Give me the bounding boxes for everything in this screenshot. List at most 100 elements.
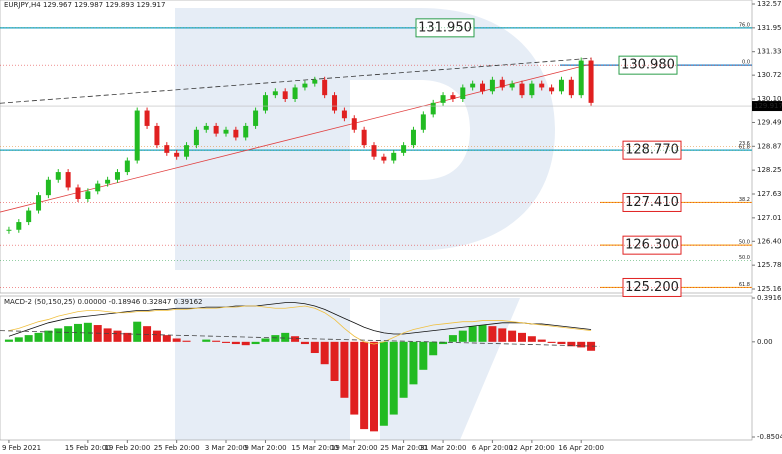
candle — [45, 179, 51, 196]
candle — [450, 95, 456, 99]
level-label: 126.300 — [625, 238, 679, 253]
macd-bar — [498, 328, 507, 342]
candle — [410, 129, 416, 146]
candle — [105, 179, 111, 184]
macd-bar — [488, 326, 497, 342]
y-tick-label: 130.100 — [757, 95, 782, 103]
y-tick-label: 126.400 — [757, 237, 782, 245]
candle — [519, 83, 525, 96]
macd-bar — [468, 326, 477, 342]
candle — [65, 172, 71, 188]
candle — [361, 129, 367, 146]
macd-header: MACD-2 (50,150,25) 0.00000 -0.18946 0.32… — [4, 298, 203, 306]
candle — [588, 60, 594, 103]
macd-bar — [527, 336, 536, 342]
candle — [578, 60, 584, 96]
macd-bar — [518, 332, 526, 342]
candle — [55, 172, 61, 180]
candle — [233, 129, 239, 138]
macd-bar — [389, 341, 398, 415]
candle — [134, 110, 140, 161]
macd-bar — [24, 335, 33, 342]
macd-bar — [320, 341, 329, 365]
macd-bar — [399, 341, 408, 398]
macd-bar — [439, 341, 448, 345]
candle — [341, 110, 347, 119]
candle — [124, 160, 130, 173]
macd-bar — [54, 328, 63, 342]
x-tick-label: 15 Mar 20:00 — [291, 444, 338, 452]
macd-bar — [44, 330, 53, 342]
candle — [371, 145, 377, 157]
candle — [440, 95, 446, 103]
candle — [351, 118, 357, 130]
current-price-label: 129.917 — [754, 102, 782, 110]
candle — [184, 145, 190, 157]
x-tick-label: 3 Mar 20:00 — [205, 444, 247, 452]
macd-bar — [182, 340, 191, 342]
candle — [243, 125, 249, 138]
macd-bar — [14, 337, 23, 342]
x-tick-label: 15 Feb 20:00 — [65, 444, 111, 452]
level-label: 131.950 — [418, 20, 472, 35]
macd-bar — [409, 341, 418, 385]
macd-bar — [370, 341, 378, 432]
macd-bar — [310, 341, 319, 354]
macd-bar — [202, 339, 211, 342]
x-tick-label: 12 Apr 20:00 — [509, 444, 555, 452]
fib-label: 50.0 — [739, 255, 750, 261]
macd-bar — [330, 341, 339, 381]
fib-label: 50.0 — [739, 240, 750, 246]
x-tick-label: 31 Mar 20:00 — [420, 444, 467, 452]
x-tick-label: 16 Apr 20:00 — [558, 444, 604, 452]
macd-panel — [0, 295, 753, 441]
macd-y-tick-label: 0.00 — [757, 338, 773, 346]
y-tick-label: 125.160 — [757, 285, 782, 293]
candle — [312, 79, 318, 84]
macd-bar — [458, 330, 467, 342]
symbol-header: EURJPY,H4 129.967 129.987 129.893 129.91… — [4, 1, 165, 9]
macd-bar — [241, 341, 250, 346]
y-tick-label: 131.330 — [757, 48, 782, 56]
fib-label: 76.0 — [739, 22, 750, 28]
y-tick-label: 127.010 — [757, 214, 782, 222]
y-tick-label: 125.780 — [757, 261, 782, 269]
candle — [114, 172, 120, 180]
candle — [480, 83, 486, 92]
x-tick-label: 6 Apr 20:00 — [472, 444, 513, 452]
x-tick-label: 19 Feb 20:00 — [104, 444, 150, 452]
y-tick-label: 131.950 — [757, 24, 782, 32]
candle — [322, 79, 328, 96]
y-tick-label: 132.570 — [757, 0, 782, 8]
level-label: 128.770 — [625, 143, 679, 158]
macd-bar — [143, 326, 152, 342]
y-tick-label: 128.870 — [757, 142, 782, 150]
macd-bar — [34, 332, 43, 342]
candle — [282, 91, 288, 99]
macd-bar — [448, 335, 457, 342]
macd-bar — [537, 339, 546, 342]
macd-bar — [429, 341, 438, 356]
macd-bar — [64, 326, 73, 342]
macd-bar — [547, 341, 556, 343]
candle — [253, 110, 259, 126]
candle — [193, 129, 199, 146]
macd-line — [8, 305, 592, 345]
candle — [154, 125, 160, 146]
fib-label: 61.8 — [739, 282, 750, 288]
current-price-box — [752, 101, 782, 112]
candle — [401, 145, 407, 153]
macd-bar — [212, 340, 221, 342]
x-tick-label: 9 Mar 20:00 — [244, 444, 286, 452]
candle — [381, 156, 387, 161]
candle — [509, 83, 515, 88]
candle — [460, 87, 466, 99]
macd-bar — [103, 328, 112, 342]
macd-bar — [222, 341, 230, 343]
macd-bar — [83, 322, 92, 342]
macd-bar — [291, 336, 300, 342]
fib-label: 23.6 — [739, 141, 750, 147]
candle — [16, 222, 22, 230]
candle — [164, 145, 170, 153]
macd-trendline — [0, 330, 601, 347]
